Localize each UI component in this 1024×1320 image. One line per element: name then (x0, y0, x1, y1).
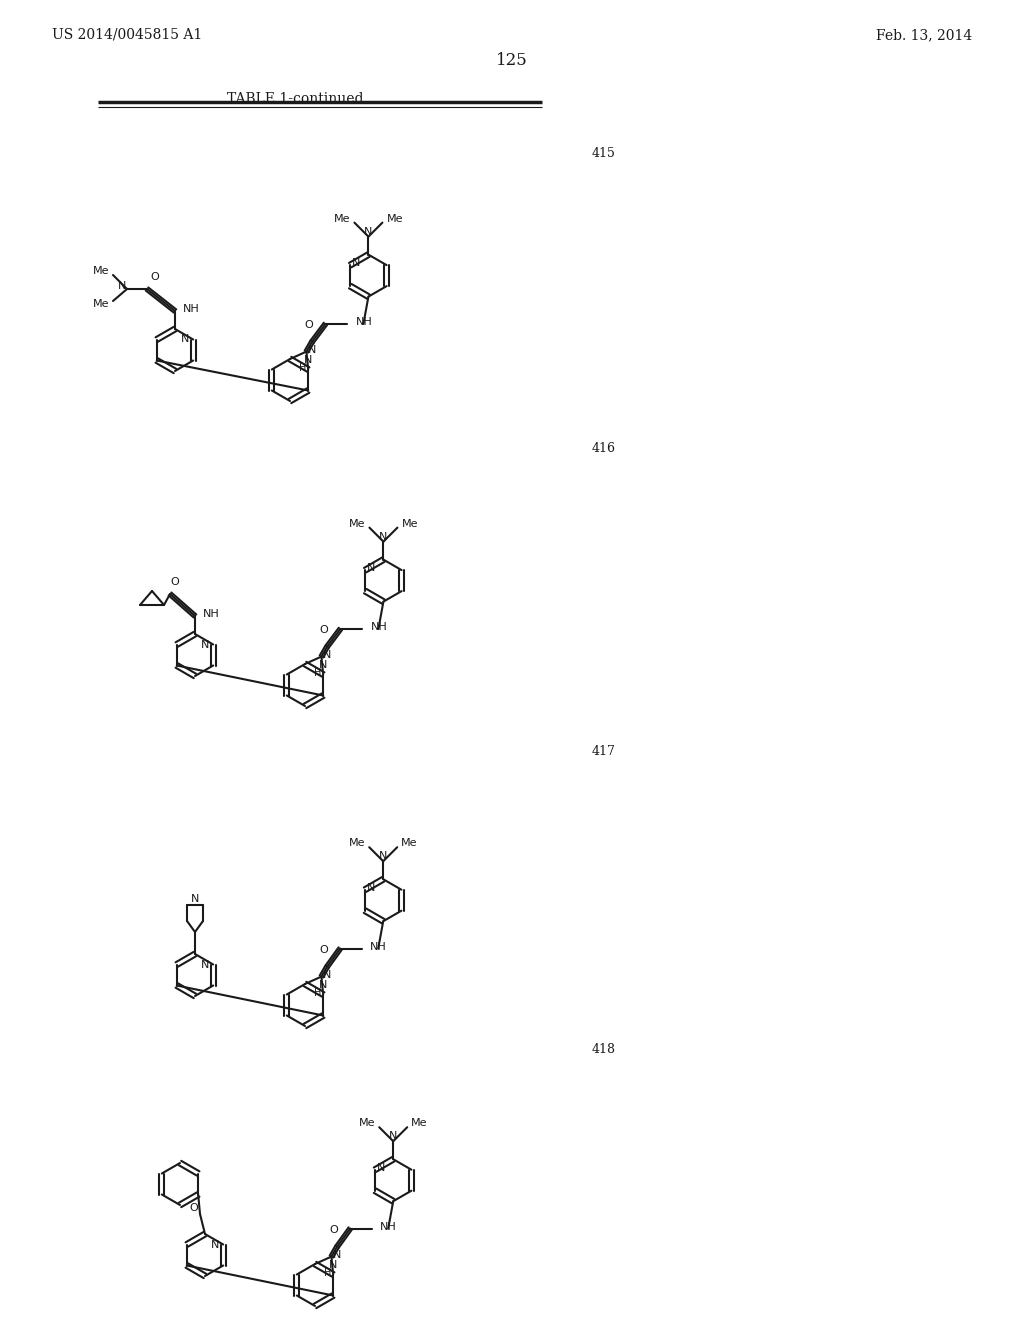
Text: 125: 125 (496, 51, 528, 69)
Text: NH: NH (371, 941, 387, 952)
Text: O: O (151, 272, 160, 282)
Text: H: H (313, 668, 322, 677)
Text: NH: NH (380, 1221, 397, 1232)
Text: N: N (324, 649, 332, 660)
Text: Me: Me (401, 838, 418, 849)
Text: Me: Me (92, 267, 109, 276)
Text: 415: 415 (592, 147, 615, 160)
Text: N: N (377, 1163, 385, 1172)
Text: O: O (304, 319, 313, 330)
Text: H: H (299, 363, 306, 372)
Text: N: N (330, 1259, 338, 1270)
Text: NH: NH (203, 609, 220, 619)
Text: NH: NH (355, 317, 372, 327)
Text: N: N (389, 1131, 397, 1142)
Text: Me: Me (386, 214, 402, 223)
Text: Me: Me (92, 300, 109, 309)
Text: N: N (319, 660, 328, 669)
Text: N: N (118, 281, 126, 290)
Text: N: N (379, 532, 388, 541)
Text: Me: Me (401, 519, 418, 528)
Text: O: O (189, 1203, 199, 1213)
Text: N: N (201, 960, 209, 969)
Text: N: N (181, 334, 189, 345)
Text: Me: Me (349, 519, 366, 528)
Text: N: N (333, 1250, 342, 1259)
Text: Me: Me (412, 1118, 428, 1129)
Text: N: N (352, 259, 360, 268)
Text: H: H (313, 987, 322, 998)
Text: O: O (330, 1225, 338, 1234)
Text: N: N (201, 639, 209, 649)
Text: 418: 418 (592, 1043, 616, 1056)
Text: O: O (319, 624, 329, 635)
Text: NH: NH (183, 304, 200, 314)
Text: O: O (171, 577, 179, 587)
Text: H: H (324, 1267, 331, 1278)
Text: NH: NH (371, 622, 387, 632)
Text: Me: Me (334, 214, 350, 223)
Text: TABLE 1-continued: TABLE 1-continued (226, 92, 364, 106)
Text: N: N (190, 894, 200, 904)
Text: 416: 416 (592, 442, 616, 455)
Text: N: N (379, 851, 387, 861)
Text: N: N (319, 979, 328, 990)
Text: US 2014/0045815 A1: US 2014/0045815 A1 (52, 28, 203, 42)
Text: N: N (324, 970, 332, 979)
Text: 417: 417 (592, 744, 615, 758)
Text: Me: Me (349, 838, 366, 849)
Text: N: N (308, 345, 316, 355)
Text: N: N (367, 564, 376, 573)
Text: Me: Me (358, 1118, 375, 1129)
Text: N: N (304, 355, 312, 364)
Text: N: N (365, 227, 373, 236)
Text: Feb. 13, 2014: Feb. 13, 2014 (876, 28, 972, 42)
Text: N: N (367, 883, 375, 892)
Text: N: N (211, 1239, 219, 1250)
Text: O: O (319, 945, 328, 954)
